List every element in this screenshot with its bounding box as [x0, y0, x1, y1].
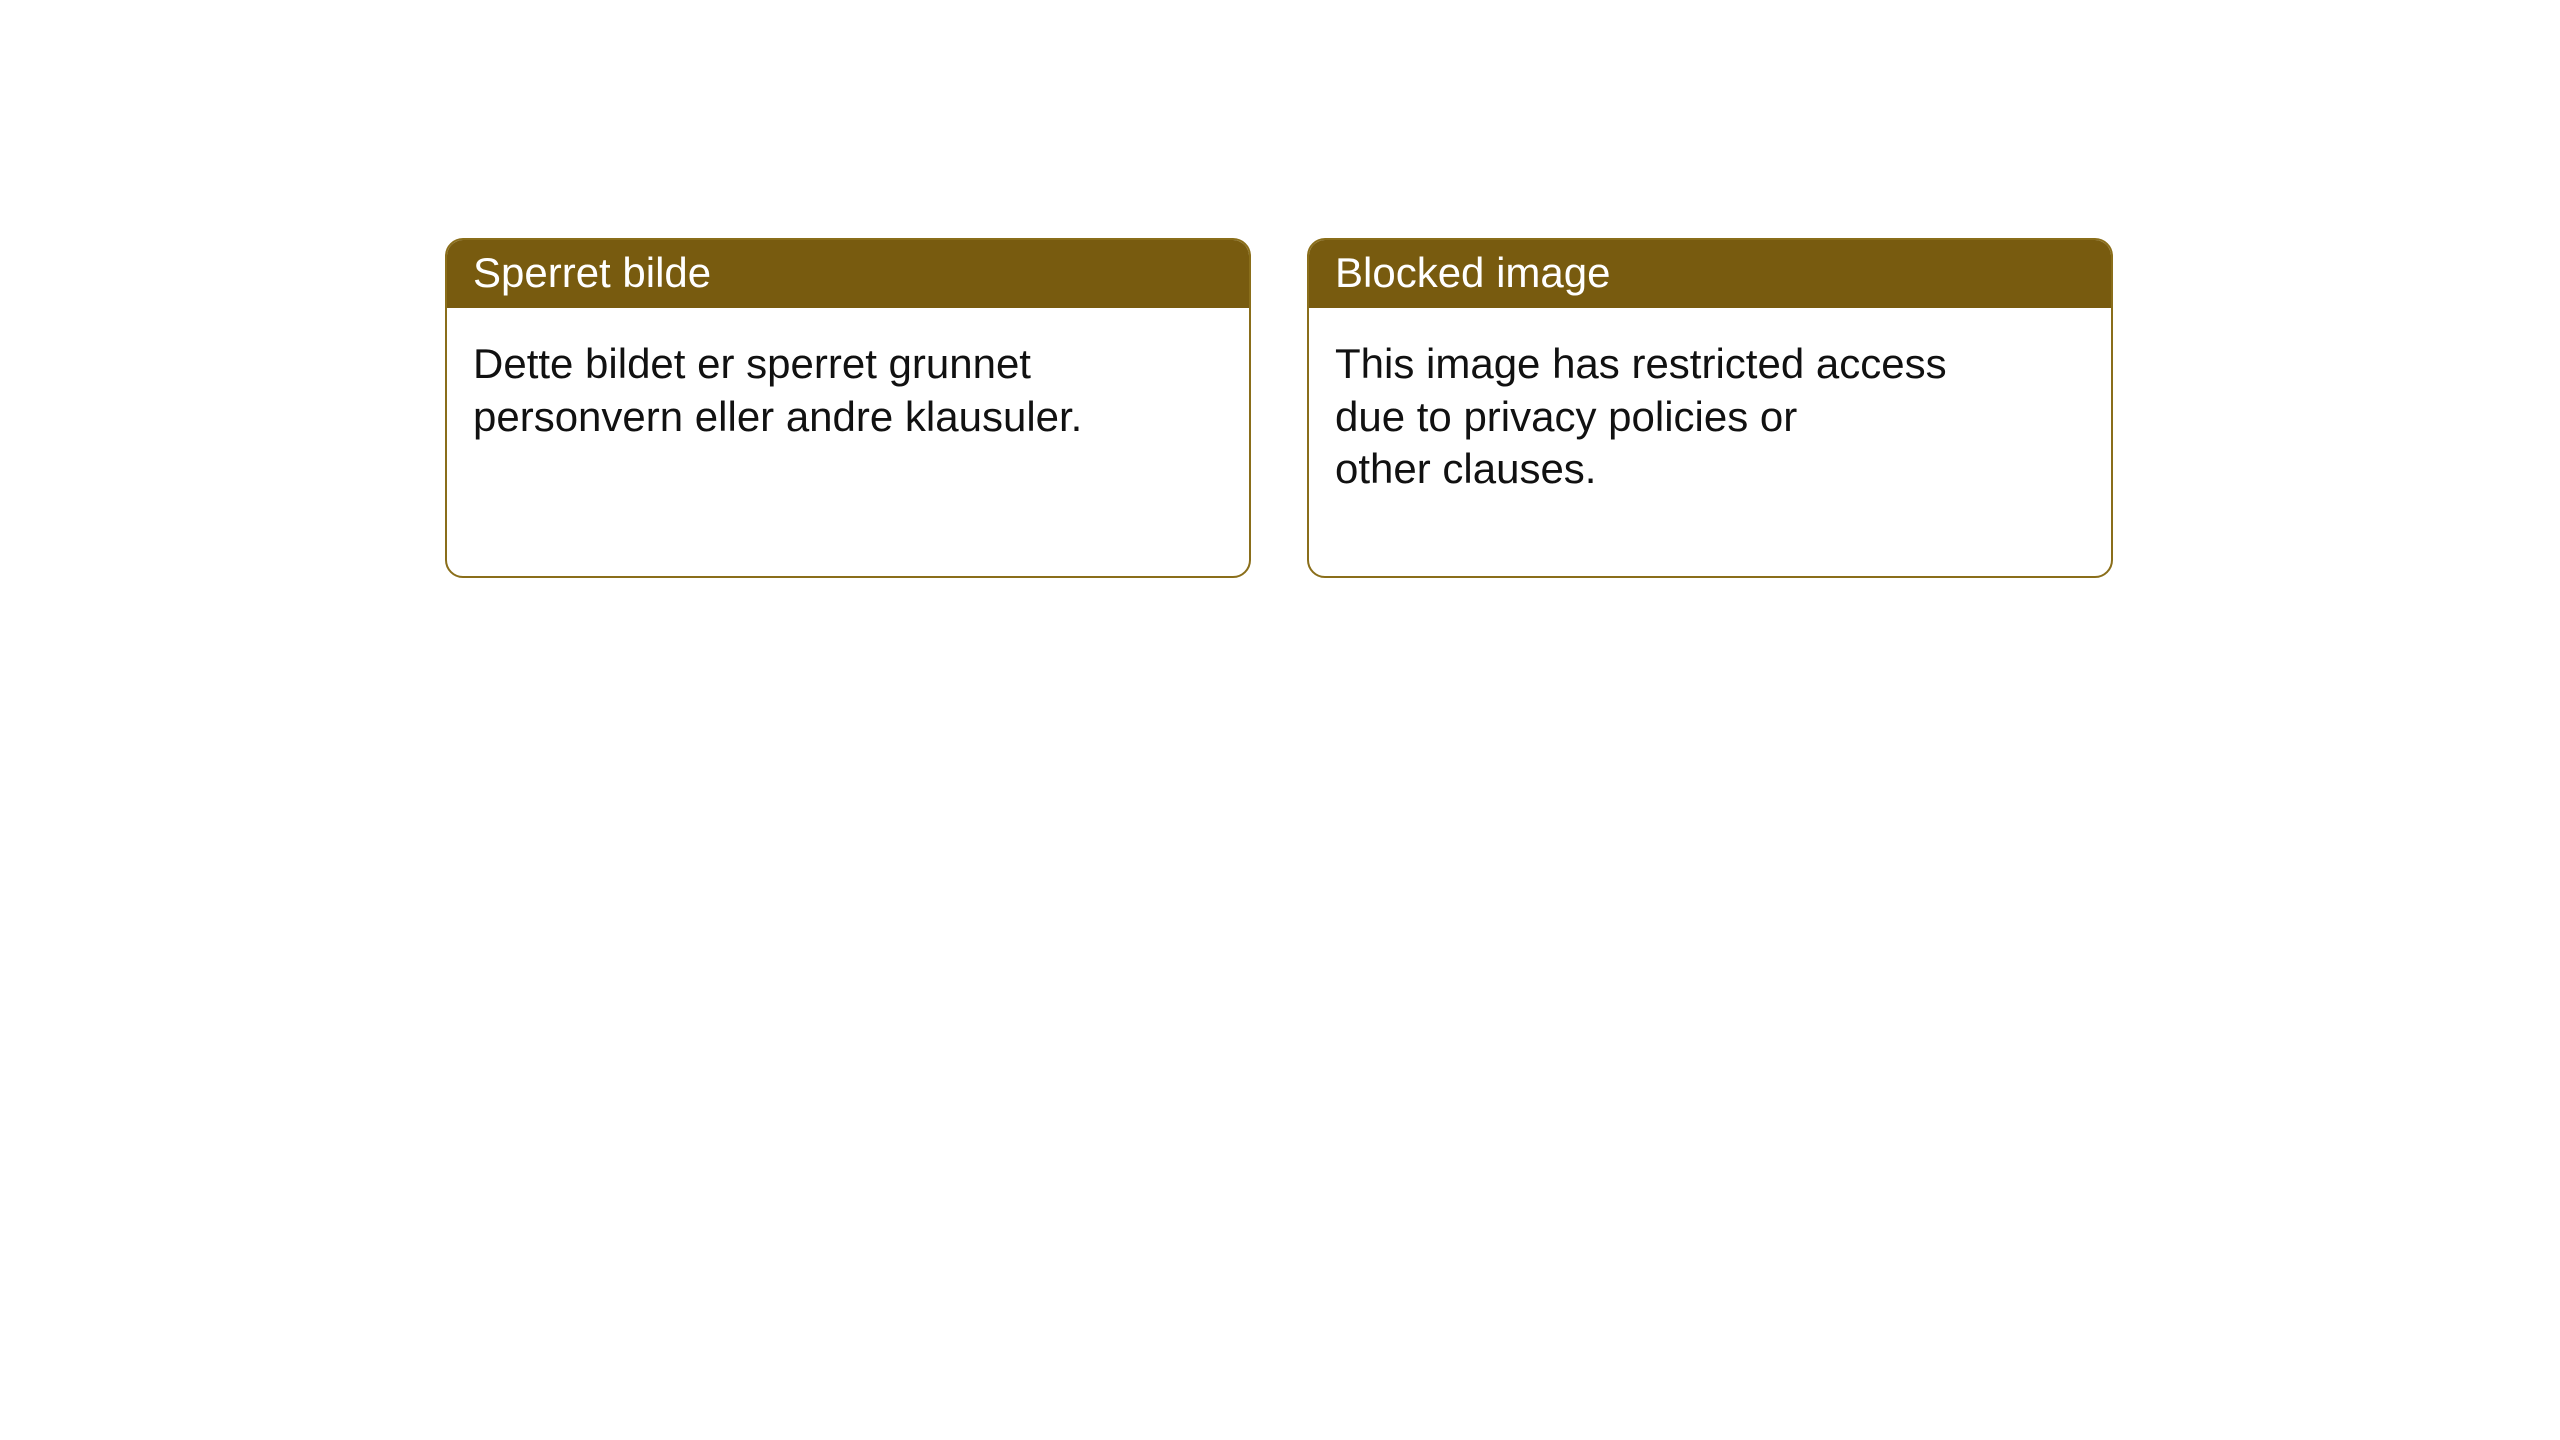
notice-card-en: Blocked image This image has restricted …	[1307, 238, 2113, 578]
notice-card-body: This image has restricted access due to …	[1309, 308, 2111, 516]
notice-card-title: Sperret bilde	[447, 240, 1249, 308]
notice-card-title: Blocked image	[1309, 240, 2111, 308]
notice-card-no: Sperret bilde Dette bildet er sperret gr…	[445, 238, 1251, 578]
notice-cards-container: Sperret bilde Dette bildet er sperret gr…	[445, 238, 2113, 578]
notice-card-body: Dette bildet er sperret grunnet personve…	[447, 308, 1249, 463]
